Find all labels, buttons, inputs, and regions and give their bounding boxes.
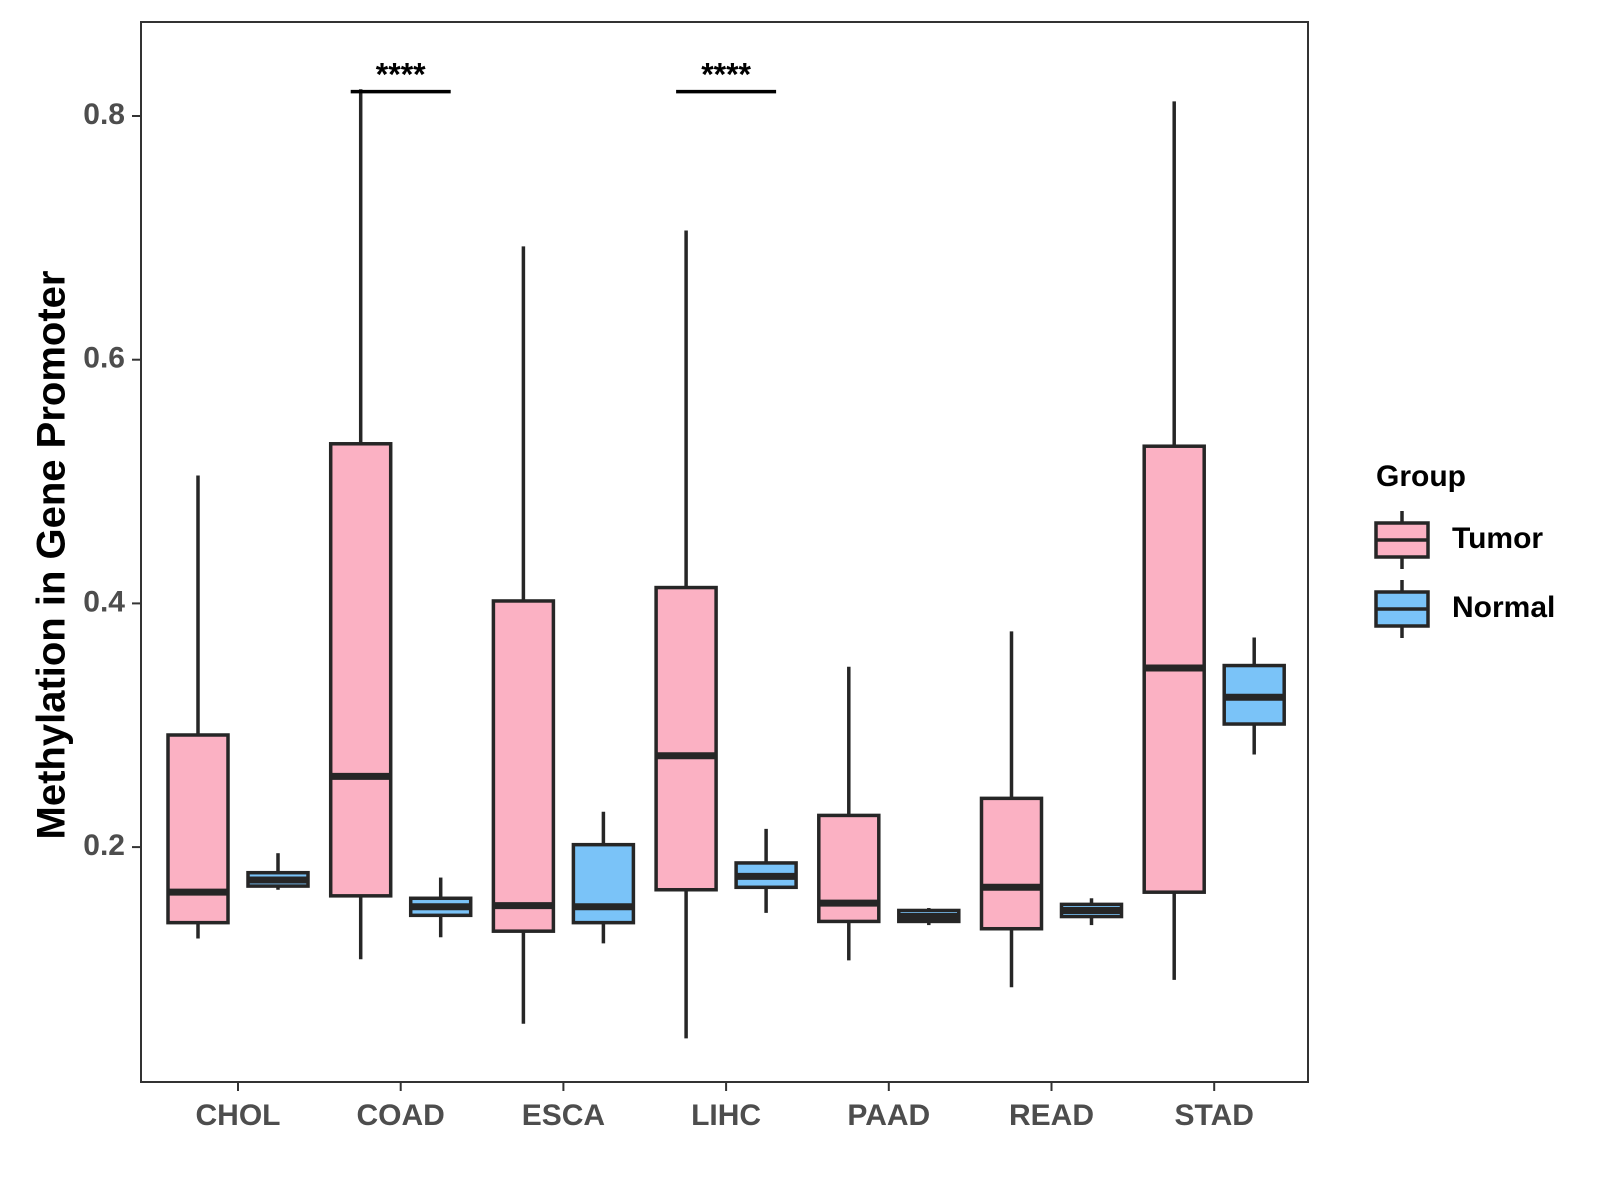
x-tick-label-paad: PAAD	[847, 1099, 930, 1132]
legend-label-normal: Normal	[1452, 591, 1555, 624]
box-tumor-paad	[817, 666, 881, 961]
box-normal-coad	[408, 877, 473, 938]
x-tick-label-read: READ	[1009, 1099, 1094, 1132]
box-normal-stad	[1222, 637, 1286, 755]
x-tick-label-chol: CHOL	[196, 1099, 281, 1132]
plot-panel	[140, 21, 1309, 1083]
x-tick-label-stad: STAD	[1174, 1099, 1253, 1132]
legend: Group Tumor Normal	[1374, 460, 1555, 638]
box-normal-paad	[897, 908, 961, 926]
x-tick-label-esca: ESCA	[522, 1099, 605, 1132]
box-body	[979, 796, 1044, 931]
significance-label: ****	[701, 57, 751, 93]
box-normal-chol	[246, 853, 310, 890]
box-tumor-chol	[166, 475, 230, 939]
box-body	[571, 842, 636, 925]
significance-label: ****	[376, 57, 426, 93]
box-normal-esca	[571, 811, 636, 944]
y-tick-label: 0.4	[83, 585, 125, 618]
x-tick-label-coad: COAD	[357, 1099, 445, 1132]
x-axis: CHOL COAD ESCA LIHC PAAD READ STAD	[196, 1082, 1254, 1132]
box-body	[491, 599, 556, 933]
legend-item-normal: Normal	[1374, 580, 1555, 638]
box-normal-lihc	[734, 828, 798, 913]
y-tick-label: 0.2	[83, 829, 125, 862]
y-tick-label: 0.8	[83, 98, 125, 131]
y-axis-title: Methylation in Gene Promoter	[30, 271, 74, 840]
box-tumor-lihc	[654, 230, 718, 1039]
box-tumor-read	[979, 631, 1044, 988]
legend-title: Group	[1376, 460, 1466, 493]
significance-annotations: **** ****	[350, 57, 777, 94]
box-series	[166, 89, 1286, 1039]
box-normal-read	[1059, 898, 1124, 926]
legend-label-tumor: Tumor	[1452, 522, 1543, 555]
box-body	[654, 585, 718, 892]
legend-item-tumor: Tumor	[1374, 511, 1543, 569]
y-axis: 0.2 0.4 0.6 0.8	[83, 98, 141, 862]
x-tick-label-lihc: LIHC	[691, 1099, 761, 1132]
y-tick-label: 0.6	[83, 342, 125, 375]
box-body	[328, 442, 393, 898]
box-tumor-stad	[1142, 101, 1206, 980]
box-tumor-coad	[328, 89, 393, 960]
box-tumor-esca	[491, 246, 556, 1024]
